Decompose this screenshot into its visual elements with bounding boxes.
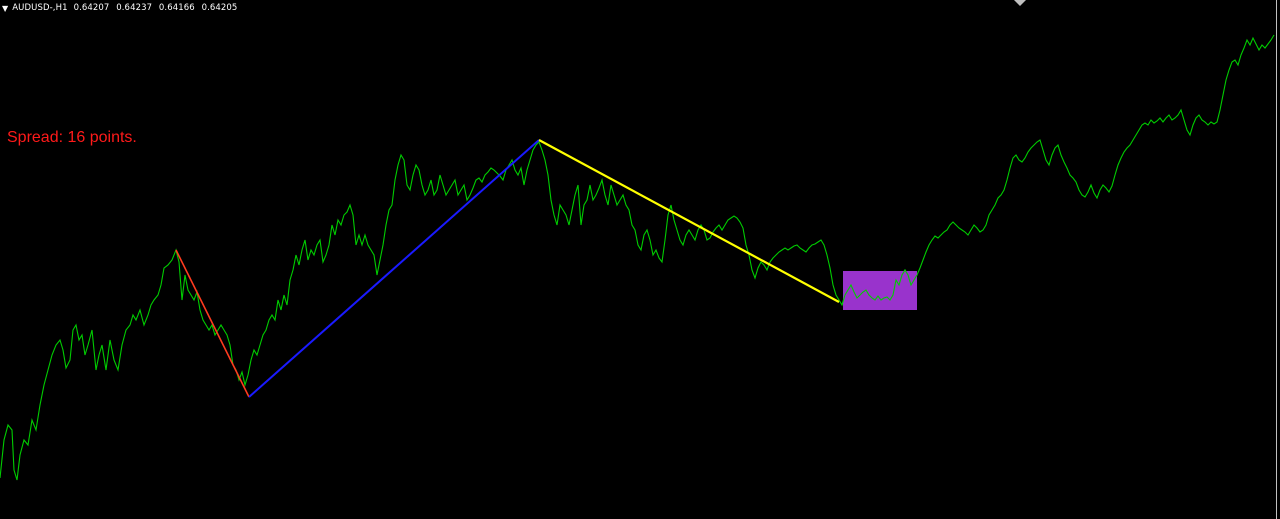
high-price: 0.64237 <box>116 3 153 13</box>
chart-shift-marker-icon[interactable] <box>1014 0 1026 6</box>
low-price: 0.64166 <box>158 3 195 13</box>
wave-leg-3-yellow[interactable] <box>538 139 840 303</box>
symbol-timeframe: AUDUSD-,H1 <box>12 3 68 13</box>
close-price: 0.64205 <box>201 3 238 13</box>
wave-leg-1-red[interactable] <box>175 249 250 398</box>
wave-leg-2-blue[interactable] <box>248 139 540 398</box>
chart-header: ▼ AUDUSD-,H1 0.64207 0.64237 0.64166 0.6… <box>2 1 241 15</box>
price-line-overlay <box>841 268 918 306</box>
price-line <box>0 34 1275 481</box>
ohlc-values: 0.64207 0.64237 0.64166 0.64205 <box>74 3 242 13</box>
open-price: 0.64207 <box>73 3 110 13</box>
consolidation-zone-rectangle[interactable] <box>843 271 917 310</box>
triangle-down-icon[interactable]: ▼ <box>2 3 9 13</box>
spread-label: Spread: 16 points. <box>7 129 137 146</box>
price-scale-border[interactable] <box>1276 0 1280 519</box>
